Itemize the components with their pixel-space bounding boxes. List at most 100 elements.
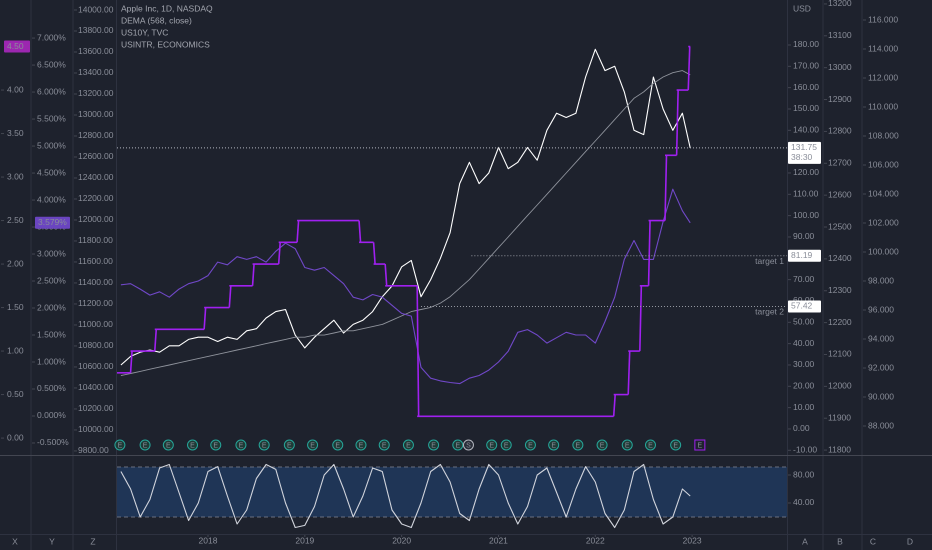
y-tick-label: 1.500%	[37, 329, 66, 339]
earnings-marker	[621, 439, 633, 451]
y-tick-label: 10400.00	[78, 382, 114, 392]
y-tick-label: 1.00	[7, 345, 24, 355]
earnings-label: E	[648, 442, 653, 449]
y-tick-label: 100.00	[793, 210, 819, 220]
y-tick-label: 88.000	[868, 420, 894, 430]
earnings-label: E	[576, 442, 581, 449]
y-tick-label: 12600.00	[78, 151, 114, 161]
y-tick-label: 106.000	[868, 159, 899, 169]
y-tick-label: 10800.00	[78, 340, 114, 350]
earnings-marker	[307, 439, 319, 451]
y-tick-label: 4.00	[7, 84, 24, 94]
y-tick-label: 0.50	[7, 389, 24, 399]
y-tick-label: 4.000%	[37, 194, 66, 204]
earnings-marker	[596, 439, 608, 451]
rate-step-riser	[675, 90, 679, 156]
earnings-marker	[452, 439, 464, 451]
axis-column-letter: D	[907, 536, 913, 546]
y-tick-label: 12000.00	[78, 214, 114, 224]
x-tick-label: 2018	[199, 535, 218, 545]
earnings-label: E	[335, 442, 340, 449]
earnings-marker	[572, 439, 584, 451]
x-tick-label: 2023	[683, 535, 702, 545]
y-tick-label: 12200.00	[78, 193, 114, 203]
axis-column-letter: A	[802, 536, 808, 546]
y-tick-label: 116.000	[868, 14, 898, 24]
rate-step-riser	[664, 155, 668, 221]
rate-step-riser	[627, 351, 631, 395]
y-tick-label: 5.500%	[37, 113, 66, 123]
y-tick-label: -10.00	[793, 445, 817, 455]
earnings-marker	[114, 439, 126, 451]
target-box	[788, 249, 821, 262]
y-tick-label: 13400.00	[78, 67, 114, 77]
y-tick-label: 4.500%	[37, 167, 66, 177]
rate-step-riser	[372, 242, 376, 265]
earnings-marker	[548, 439, 560, 451]
earnings-marker	[670, 439, 682, 451]
y-tick-label: 80.00	[793, 469, 815, 479]
y-tick-label: 12900	[828, 94, 852, 104]
earnings-label: E	[287, 442, 292, 449]
y-tick-label: 11200.00	[78, 298, 113, 308]
y-tick-label: 13800.00	[78, 25, 114, 35]
earnings-label: E	[625, 442, 630, 449]
rate-step-riser	[612, 394, 616, 417]
y-tick-label: 6.000%	[37, 86, 66, 96]
bar-countdown: 38:30	[791, 152, 813, 162]
earnings-label: E	[698, 442, 703, 449]
y-tick-label: 12400.00	[78, 172, 114, 182]
series-line	[120, 188, 691, 385]
x-tick-label: 2022	[586, 535, 605, 545]
x-tick-label: 2020	[392, 535, 411, 545]
earnings-marker	[332, 439, 344, 451]
y-tick-label: 12600	[828, 189, 852, 199]
axis-column-letter: Y	[49, 536, 55, 546]
axis-column-letter: X	[12, 536, 18, 546]
y-tick-label: 2.000%	[37, 302, 66, 312]
earnings-marker	[402, 439, 414, 451]
legend-entry: DEMA (568, close)	[121, 15, 192, 25]
y-tick-label: 2.50	[7, 215, 24, 225]
y-tick-label: 12200	[828, 317, 852, 327]
rate-step-riser	[129, 351, 133, 373]
legend-entry: USINTR, ECONOMICS	[121, 39, 210, 49]
y-tick-label: 140.00	[793, 125, 819, 135]
earnings-marker	[283, 439, 295, 451]
rate-step-riser	[251, 264, 255, 286]
y-tick-label: 12100	[828, 349, 852, 359]
price-value: 3.579%	[38, 217, 67, 227]
y-tick-label: 10600.00	[78, 361, 114, 371]
y-tick-label: 10.00	[793, 402, 815, 412]
target-box	[788, 300, 821, 313]
y-tick-label: 2.500%	[37, 275, 66, 285]
rate-step-riser	[203, 307, 207, 330]
earnings-marker	[378, 439, 390, 451]
y-tick-label: 94.000	[868, 333, 894, 343]
price-value: 4.50	[7, 41, 24, 51]
y-tick-label: 100.000	[868, 246, 899, 256]
y-tick-label: 13600.00	[78, 46, 114, 56]
y-tick-label: 150.00	[793, 103, 819, 113]
y-tick-label: 12800.00	[78, 130, 114, 140]
earnings-label: E	[528, 442, 533, 449]
price-box	[35, 216, 70, 229]
target-value: 81.19	[791, 250, 813, 260]
series-line	[120, 48, 691, 366]
earnings-label: E	[673, 442, 678, 449]
y-tick-label: 0.500%	[37, 383, 66, 393]
rate-step-riser	[384, 264, 388, 286]
series-line	[120, 463, 691, 529]
earnings-label: E	[600, 442, 605, 449]
earnings-marker	[355, 439, 367, 451]
rate-step-riser	[416, 285, 420, 417]
y-tick-label: 11900	[828, 412, 851, 422]
y-tick-label: 3.000%	[37, 248, 66, 258]
y-tick-label: 102.000	[868, 217, 899, 227]
y-tick-label: 90.000	[868, 391, 894, 401]
y-tick-label: 5.000%	[37, 140, 66, 150]
earnings-label: E	[359, 442, 364, 449]
y-tick-label: 13100	[828, 30, 852, 40]
earnings-marker	[524, 439, 536, 451]
y-tick-label: 6.500%	[37, 59, 66, 69]
